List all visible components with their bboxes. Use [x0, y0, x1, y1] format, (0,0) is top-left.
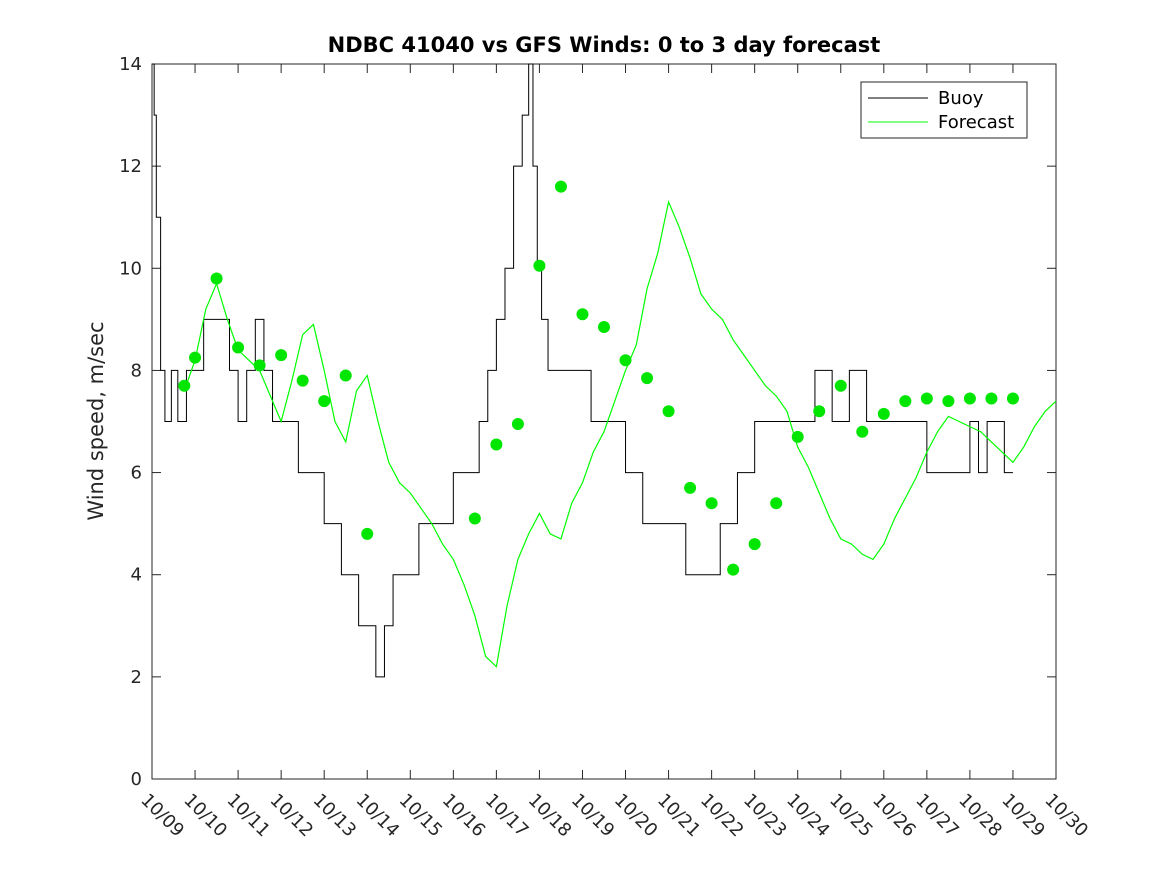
chart-title: NDBC 41040 vs GFS Winds: 0 to 3 day fore…: [328, 33, 881, 57]
forecast-marker: [178, 379, 191, 392]
legend-forecast-label: Forecast: [938, 112, 1014, 133]
forecast-marker: [899, 395, 912, 408]
legend-buoy-label: Buoy: [938, 88, 984, 109]
legend: Buoy Forecast: [860, 81, 1028, 139]
forecast-line: [183, 199, 1057, 668]
forecast-marker: [727, 563, 740, 576]
y-tick-label: 6: [131, 463, 142, 484]
buoy-line: [152, 63, 1013, 678]
forecast-marker: [533, 259, 546, 272]
forecast-marker: [339, 369, 352, 382]
y-tick-label: 10: [119, 258, 142, 279]
forecast-marker: [598, 321, 610, 334]
y-tick-label: 4: [131, 565, 142, 586]
y-tick-label: 12: [119, 156, 142, 177]
y-tick-label: 0: [131, 769, 142, 790]
forecast-marker: [275, 349, 288, 362]
forecast-marker: [770, 497, 783, 510]
forecast-marker: [619, 354, 632, 367]
y-tick-label: 14: [119, 54, 142, 75]
forecast-marker: [748, 538, 761, 551]
forecast-marker: [554, 180, 567, 193]
forecast-marker: [253, 359, 266, 372]
forecast-marker: [296, 374, 309, 387]
plot-area: 0246810121410/0910/1010/1110/1210/1310/1…: [119, 54, 1092, 841]
forecast-marker: [662, 405, 675, 418]
forecast-marker: [1006, 392, 1019, 405]
forecast-marker: [813, 405, 826, 418]
forecast-marker: [877, 407, 890, 420]
forecast-marker: [468, 512, 481, 525]
forecast-marker: [490, 438, 503, 451]
y-axis-label: Wind speed, m/sec: [84, 321, 108, 520]
forecast-marker: [232, 341, 245, 354]
forecast-marker: [684, 481, 697, 494]
forecast-marker: [963, 392, 976, 405]
forecast-marker: [705, 497, 718, 510]
forecast-marker: [641, 372, 654, 385]
forecast-marker: [942, 395, 955, 408]
forecast-marker: [985, 392, 998, 405]
forecast-marker: [576, 308, 589, 321]
forecast-marker: [856, 425, 869, 438]
forecast-marker: [210, 272, 223, 285]
y-tick-label: 2: [131, 667, 142, 688]
forecast-marker: [834, 379, 847, 392]
forecast-marker: [189, 351, 202, 364]
legend-box: [860, 81, 1028, 139]
forecast-marker: [511, 418, 524, 431]
forecast-marker: [361, 527, 374, 540]
forecast-marker: [791, 430, 804, 443]
forecast-marker: [920, 392, 933, 405]
y-tick-label: 8: [131, 360, 142, 381]
forecast-marker: [318, 395, 331, 408]
